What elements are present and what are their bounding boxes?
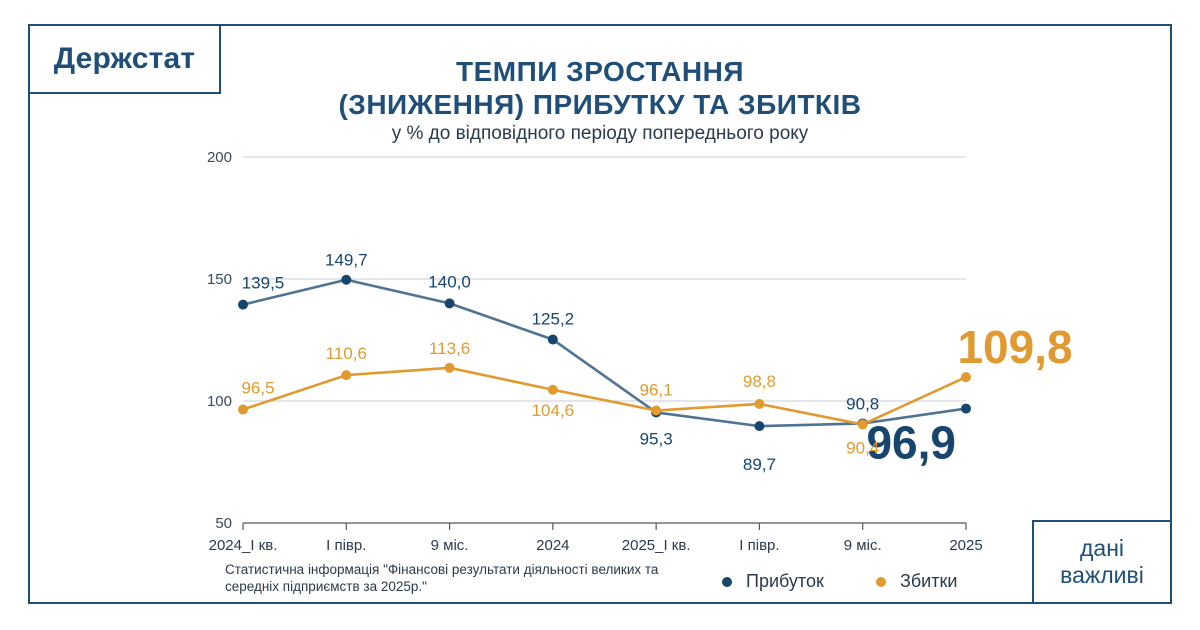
- data-point-loss: [754, 398, 765, 409]
- chart-title-line-2: (ЗНИЖЕННЯ) ПРИБУТКУ ТА ЗБИТКІВ: [338, 89, 862, 120]
- y-tick-label: 50: [215, 515, 232, 532]
- x-tick-label: 2025_I кв.: [622, 537, 691, 554]
- data-point-profit: [961, 403, 971, 414]
- chart-subtitle: у % до відповідного періоду попереднього…: [391, 123, 809, 144]
- data-point-loss: [238, 404, 248, 415]
- source-note: Статистична інформація "Фінансові резуль…: [225, 562, 659, 594]
- legend-label-loss: Збитки: [900, 571, 958, 591]
- data-point-loss: [651, 405, 662, 416]
- data-label-loss: 113,6: [429, 339, 470, 358]
- x-tick-label: I півр.: [326, 537, 366, 554]
- data-point-profit: [754, 421, 765, 432]
- data-label-loss: 96,1: [640, 381, 673, 400]
- chart-title-line-1: ТЕМПИ ЗРОСТАННЯ: [456, 56, 744, 87]
- x-tick-label: 2024: [536, 537, 569, 554]
- data-point-loss: [341, 370, 352, 381]
- brand-logo: Держстат: [53, 42, 196, 75]
- legend-item-profit: Прибуток: [722, 571, 824, 592]
- x-tick-label: 2024_I кв.: [209, 537, 278, 554]
- data-point-loss: [961, 372, 971, 383]
- y-tick-label: 150: [207, 271, 232, 288]
- data-label-profit: 140,0: [428, 272, 471, 291]
- data-label-profit: 125,2: [532, 310, 575, 329]
- data-point-profit: [547, 334, 558, 345]
- data-point-loss: [547, 384, 558, 395]
- series-line-loss: [242, 366, 967, 426]
- x-tick-label: 9 міс.: [844, 537, 882, 554]
- brand-logo-box: Держстат: [28, 24, 221, 94]
- data-label-loss: 96,5: [241, 379, 274, 398]
- x-tick-label: 9 міс.: [431, 537, 469, 554]
- data-label-loss: 98,8: [743, 372, 776, 391]
- series-line-profit: [242, 278, 967, 428]
- legend-item-loss: Збитки: [876, 571, 957, 592]
- data-label-profit: 89,7: [743, 455, 776, 474]
- data-point-profit: [341, 274, 352, 285]
- slogan-badge: дані важливі: [1032, 520, 1172, 604]
- slogan-line-2: важливі: [1060, 562, 1144, 588]
- data-label-profit: 96,9: [866, 417, 956, 469]
- slogan-line-1: дані: [1079, 535, 1125, 561]
- data-point-loss: [444, 362, 455, 373]
- data-point-profit: [238, 299, 248, 310]
- y-tick-label: 100: [207, 393, 232, 410]
- legend-marker-loss: [876, 576, 886, 587]
- x-tick-label: 2025: [949, 537, 982, 554]
- legend-marker-profit: [722, 576, 732, 587]
- data-label-loss: 109,8: [957, 321, 1072, 373]
- data-label-loss: 104,6: [532, 401, 575, 420]
- x-tick-label: I півр.: [739, 537, 779, 554]
- data-label-profit: 90,8: [846, 394, 879, 413]
- data-point-profit: [444, 298, 455, 309]
- data-label-loss: 90,4: [846, 438, 879, 457]
- y-tick-label: 200: [207, 149, 232, 166]
- data-label-profit: 139,5: [242, 274, 285, 293]
- data-label-profit: 149,7: [325, 251, 368, 270]
- outer-frame: [28, 24, 1172, 604]
- legend-label-profit: Прибуток: [746, 571, 824, 591]
- data-label-profit: 95,3: [640, 429, 673, 448]
- data-point-loss: [857, 419, 868, 430]
- data-label-loss: 110,6: [326, 344, 367, 363]
